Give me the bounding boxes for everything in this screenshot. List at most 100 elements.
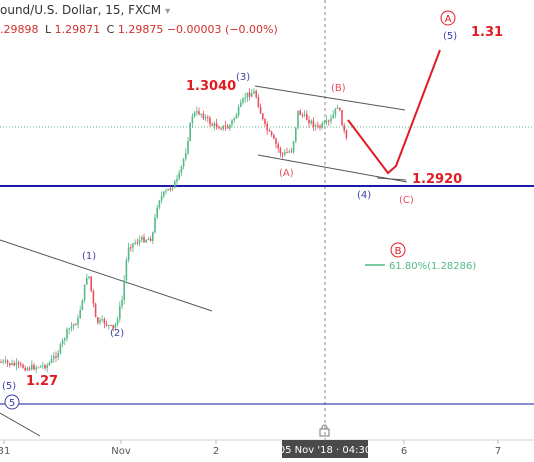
candle-body [156, 207, 158, 218]
candle-body [290, 151, 293, 153]
crosshair-time-label: 05 Nov '18 · 04:30 [279, 445, 371, 456]
candle-body [244, 97, 246, 99]
candle-body [37, 367, 40, 369]
candle-body [165, 190, 167, 192]
candle-body [9, 363, 11, 366]
candle-body [57, 353, 59, 358]
candle-body [317, 125, 319, 127]
candle-body [147, 238, 150, 241]
candle-body [154, 217, 156, 233]
channel-lower-line [257, 154, 408, 183]
candle-body [112, 325, 114, 329]
candle-body [262, 113, 264, 119]
candle-body [132, 243, 134, 248]
candle-body [134, 242, 136, 244]
candle-body [257, 97, 260, 108]
wave-label-B: (B) [331, 83, 346, 94]
candle-body [33, 364, 35, 370]
candle-body [114, 324, 117, 329]
candle-body [20, 363, 22, 365]
candle-body [200, 113, 202, 115]
candle-body [39, 365, 42, 368]
candle-body [26, 368, 29, 371]
candle-body [189, 123, 191, 141]
lower-left-trendline [0, 412, 41, 437]
candle-body [83, 284, 86, 300]
candle-body [246, 92, 249, 98]
candle-body [22, 364, 24, 368]
wave-label-1: (1) [82, 251, 96, 262]
candle-body [0, 362, 2, 363]
candle-body [306, 114, 308, 120]
candle-body [178, 172, 180, 179]
candle-body [235, 115, 238, 119]
candle-body [35, 367, 37, 370]
candle-body [314, 125, 317, 127]
candle-body [127, 247, 130, 260]
lock-icon[interactable] [319, 424, 330, 437]
candle-body [275, 138, 277, 145]
x-tick-label: 7 [495, 446, 501, 457]
candle-body [204, 117, 207, 119]
candle-body [213, 123, 216, 126]
candle-body [328, 120, 330, 122]
candle-body [145, 240, 147, 243]
candle-body [259, 107, 262, 114]
time-axis[interactable]: 31Nov2567 [0, 440, 501, 457]
ohlc-readout: .29898 L 1.29871 C 1.29875 −0.00003 (−0.… [0, 23, 278, 36]
candle-body [325, 120, 328, 123]
level-label-12920: 1.2920 [412, 172, 462, 187]
candle-body [61, 340, 64, 344]
candle-body [341, 110, 343, 126]
candle-body [248, 92, 251, 97]
candle-body [66, 329, 68, 339]
circled-label-A-ring [440, 10, 456, 26]
candle-body [77, 317, 79, 325]
x-tick-label: 2 [213, 446, 219, 457]
candle-body [303, 114, 306, 116]
candle-body [108, 325, 110, 326]
candle-body [237, 106, 240, 116]
candle-body [11, 363, 13, 366]
candle-body [94, 303, 97, 318]
chevron-down-icon[interactable]: ▾ [165, 6, 171, 17]
circled-label-5-ring [4, 394, 20, 410]
candle-body [229, 124, 231, 129]
candle-body [220, 128, 222, 130]
candle-body [185, 153, 187, 159]
candle-body [163, 191, 165, 196]
candle-body [116, 318, 119, 325]
circled-label-B: B [395, 246, 402, 257]
candle-body [141, 237, 143, 240]
candle-body [50, 358, 53, 363]
wave-label-C: (C) [399, 195, 414, 206]
candle-body [105, 323, 108, 326]
candle-body [53, 356, 55, 359]
level-label-131: 1.31 [471, 25, 503, 40]
chart-header: ound/U.S. Dollar, 15, FXCM ▾ [0, 3, 170, 17]
candle-body [72, 324, 75, 327]
candle-body [198, 111, 200, 115]
candle-body [301, 115, 304, 116]
candle-body [59, 343, 62, 354]
candle-body [6, 360, 9, 364]
candle-body [312, 120, 315, 127]
candle-body [266, 124, 268, 131]
candle-body [130, 247, 132, 249]
wave-label-5-top: (5) [443, 31, 457, 42]
fib-label: 61.80%(1.28286) [389, 261, 476, 272]
circled-label-B-ring [390, 242, 406, 258]
candle-body [240, 102, 242, 107]
candle-body [295, 127, 297, 142]
close-label: C [106, 23, 115, 36]
candle-body [270, 131, 273, 136]
candle-body [70, 326, 73, 329]
candle-body [88, 276, 90, 278]
candle-body [207, 117, 209, 119]
candle-body [297, 110, 299, 128]
wave-label-2: (2) [110, 328, 124, 339]
candle-body [323, 122, 326, 124]
wave-label-4: (4) [357, 190, 371, 201]
